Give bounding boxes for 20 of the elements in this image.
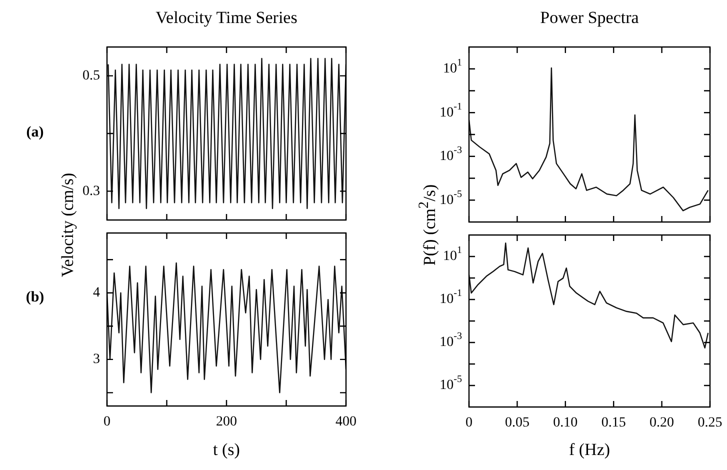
text: (b) xyxy=(26,290,44,306)
y-axis-title: Velocity (cm/s) xyxy=(58,172,78,278)
y-tick-label: 4 xyxy=(93,286,100,301)
chart-title: Velocity Time Series xyxy=(154,8,298,28)
chart-title: Power Spectra xyxy=(539,8,640,28)
x-tick-label: 0.15 xyxy=(601,416,626,431)
text: (a) xyxy=(26,124,44,142)
y-tick-label: 0.5 xyxy=(82,68,100,84)
x-tick-label: 0 xyxy=(104,414,110,430)
y-tick-label: 3 xyxy=(93,352,100,368)
x-tick-label: 0.10 xyxy=(553,416,578,431)
x-tick-label: 0.20 xyxy=(650,416,674,431)
x-axis-title: f (Hz) xyxy=(568,440,612,460)
x-tick-label: 200 xyxy=(216,414,237,430)
y-tick-label: 0.3 xyxy=(82,184,100,199)
x-tick-label: 0 xyxy=(466,416,472,431)
x-tick-label: 400 xyxy=(336,414,356,430)
x-axis-title: t (s) xyxy=(212,440,241,460)
x-tick-label: 0.25 xyxy=(698,416,722,431)
x-tick-label: 0.05 xyxy=(504,416,530,431)
